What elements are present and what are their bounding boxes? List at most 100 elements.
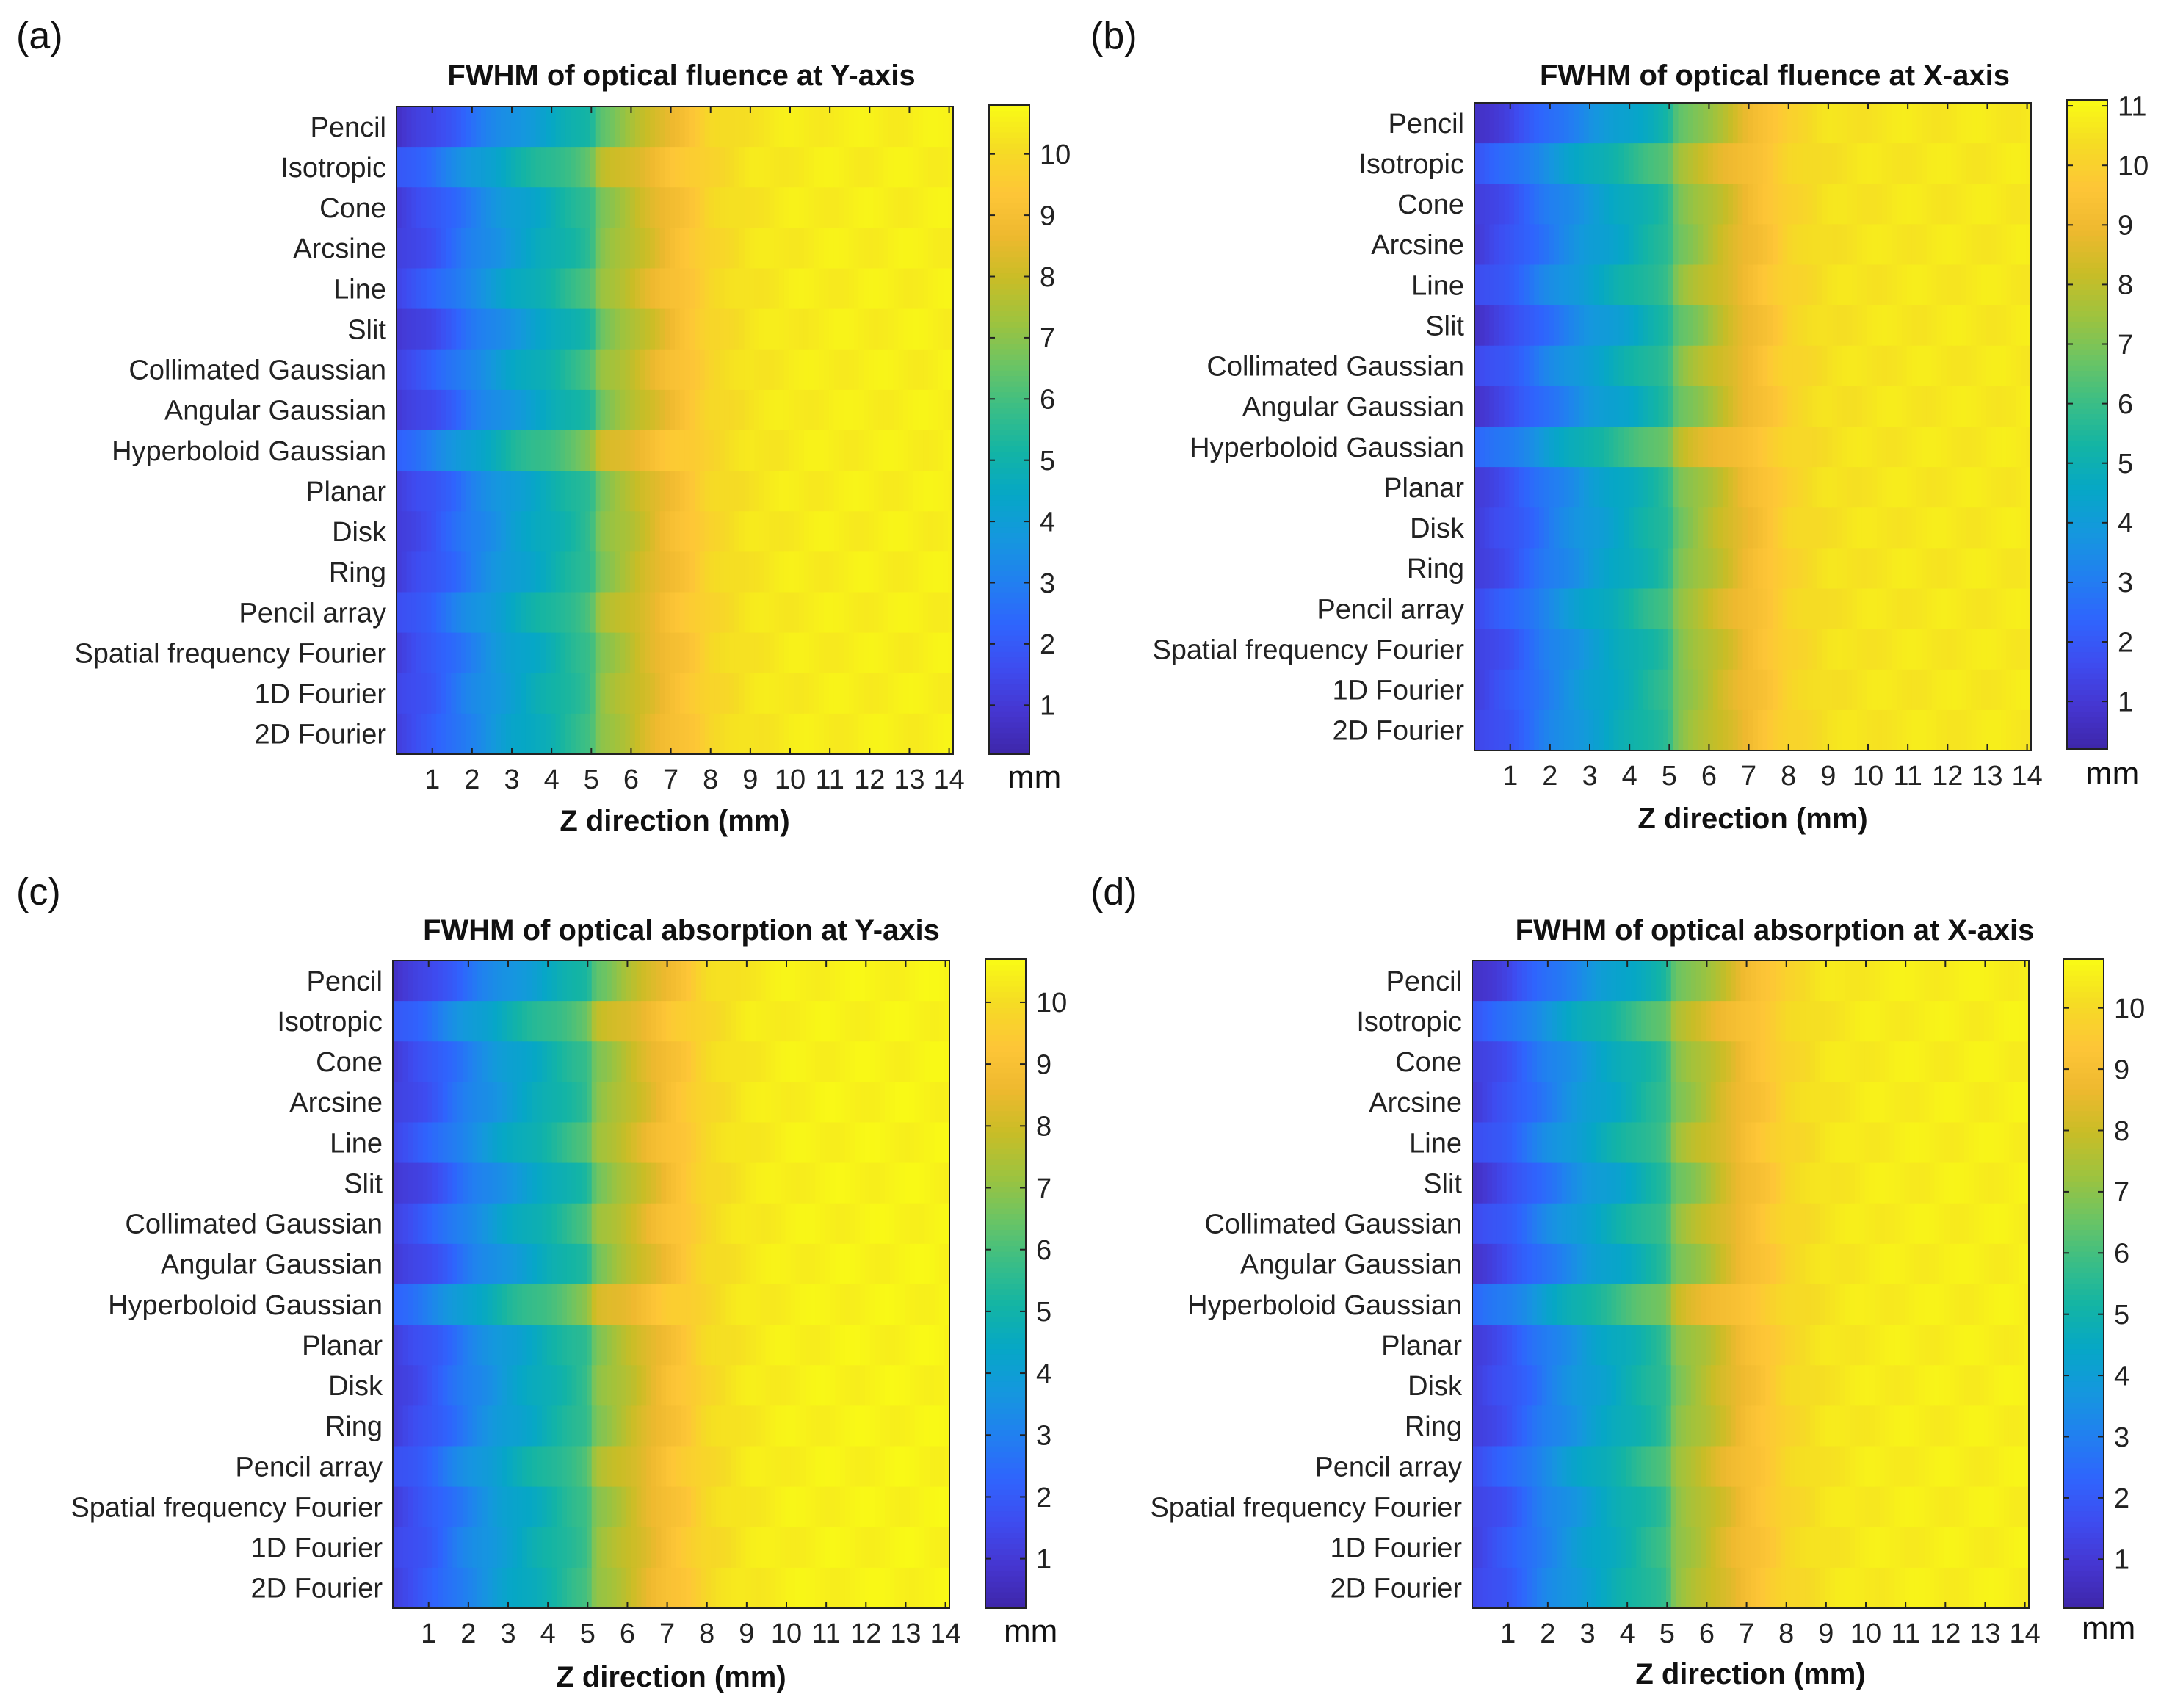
heatmap-cell	[1728, 184, 1734, 225]
heatmap-cell	[880, 1082, 886, 1123]
heatmap-cell	[535, 228, 542, 269]
heatmap-cell	[948, 511, 954, 553]
heatmap-cell	[1658, 709, 1664, 751]
heatmap-cell	[749, 551, 756, 593]
heatmap-cell	[1773, 184, 1778, 225]
heatmap-cell	[686, 1243, 692, 1285]
heatmap-cell	[853, 673, 860, 714]
heatmap-cell	[759, 713, 765, 755]
heatmap-cell	[600, 268, 607, 310]
heatmap-cell	[944, 1122, 950, 1164]
heatmap-cell	[1837, 669, 1843, 711]
heatmap-cell	[756, 1243, 761, 1285]
heatmap-cell	[1991, 103, 1997, 144]
heatmap-cell	[2021, 588, 2027, 630]
heatmap-cell	[397, 308, 402, 350]
heatmap-cell	[1956, 184, 1963, 225]
colorbar-band	[2067, 430, 2107, 436]
heatmap-cell	[411, 430, 417, 471]
heatmap-cell	[1628, 224, 1635, 266]
heatmap-cell	[715, 1162, 722, 1204]
heatmap-cell	[799, 389, 805, 431]
heatmap-cell	[515, 471, 521, 513]
heatmap-cell	[1618, 588, 1624, 630]
heatmap-cell	[1946, 709, 1952, 751]
heatmap-cell	[1817, 305, 1823, 347]
panel-label-a: (a)	[16, 15, 63, 57]
heatmap-cell	[1633, 143, 1640, 185]
heatmap-cell	[607, 1243, 612, 1285]
heatmap-cell	[1643, 467, 1649, 509]
heatmap-cell	[542, 1203, 548, 1245]
heatmap-cell	[695, 1041, 702, 1083]
heatmap-cell	[1543, 669, 1550, 711]
heatmap-cell	[1991, 143, 1997, 185]
heatmap-cell	[918, 471, 924, 513]
colorbar-band	[989, 549, 1029, 555]
heatmap-cell	[550, 147, 557, 189]
heatmap-cell	[521, 268, 526, 310]
heatmap-cell	[1703, 103, 1709, 144]
heatmap-cell	[1861, 264, 1868, 306]
heatmap-cell	[909, 960, 916, 1002]
heatmap-cell	[893, 349, 899, 391]
heatmap-cell	[948, 551, 954, 593]
heatmap-cell	[868, 551, 875, 593]
heatmap-cell	[1951, 103, 1958, 144]
heatmap-cell	[1777, 386, 1784, 427]
heatmap-cell	[1678, 103, 1684, 144]
colorbar-band	[2067, 348, 2107, 355]
heatmap-cell	[421, 228, 427, 269]
heatmap-cell	[1479, 184, 1485, 225]
heatmap-cell	[1524, 629, 1530, 670]
heatmap-cell	[1668, 548, 1674, 590]
heatmap-cell	[1628, 467, 1635, 509]
heatmap-cell	[1668, 669, 1674, 711]
heatmap-cell	[1906, 709, 1913, 751]
heatmap-cell	[699, 349, 706, 391]
heatmap-cell	[1926, 264, 1933, 306]
heatmap-cell	[1792, 224, 1798, 266]
heatmap-cell	[1737, 103, 1744, 144]
heatmap-cell	[1872, 305, 1878, 347]
heatmap-cell	[1981, 548, 1987, 590]
heatmap-cell	[1574, 709, 1579, 751]
row-label: Cone	[319, 193, 386, 224]
heatmap-cell	[487, 1284, 493, 1325]
heatmap-cell	[413, 1082, 419, 1123]
heatmap-cell	[1926, 184, 1933, 225]
row-label: Isotropic	[1358, 149, 1464, 180]
heatmap-cell	[1986, 507, 1992, 549]
heatmap-cell	[1693, 669, 1699, 711]
heatmap-cell	[1534, 305, 1540, 347]
heatmap-cell	[686, 1082, 692, 1123]
row-label: 1D Fourier	[1333, 676, 1465, 706]
heatmap-cell	[1698, 184, 1704, 225]
heatmap-cell	[406, 471, 413, 513]
heatmap-cell	[1683, 184, 1689, 225]
heatmap-cell	[853, 471, 860, 513]
heatmap-cell	[1941, 386, 1947, 427]
heatmap-cell	[466, 389, 472, 431]
heatmap-cell	[709, 592, 715, 634]
heatmap-cell	[774, 511, 780, 553]
heatmap-cell	[532, 1284, 538, 1325]
heatmap-cell	[1916, 548, 1922, 590]
heatmap-cell	[591, 1082, 598, 1123]
heatmap-cell	[744, 430, 750, 471]
heatmap-cell	[1981, 427, 1987, 468]
heatmap-cell	[1534, 143, 1540, 185]
heatmap-cell	[1837, 264, 1843, 306]
heatmap-cell	[1886, 103, 1893, 144]
heatmap-cell	[1608, 669, 1615, 711]
heatmap-cell	[1633, 224, 1640, 266]
heatmap-cell	[933, 713, 939, 755]
heatmap-cell	[431, 187, 437, 229]
colorbar-band	[989, 430, 1029, 436]
heatmap-cell	[918, 389, 924, 431]
heatmap-cell	[714, 471, 720, 513]
heatmap-cell	[934, 960, 941, 1002]
heatmap-cell	[535, 389, 542, 431]
heatmap-cell	[1753, 669, 1759, 711]
heatmap-cell	[1717, 669, 1724, 711]
